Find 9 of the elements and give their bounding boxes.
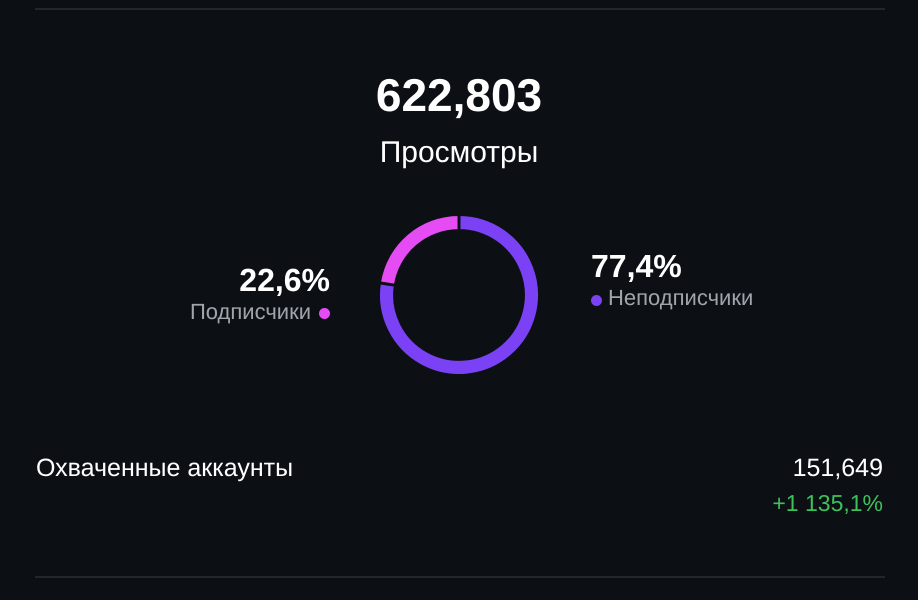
legend-label: Неподписчики <box>608 285 754 311</box>
slice-label: Подписчики <box>190 299 311 324</box>
text: Охваченные аккаунты <box>36 454 294 483</box>
text: 151,649 <box>792 454 883 483</box>
text: +1 135,1% <box>772 490 883 517</box>
data-label: 22,6% <box>238 262 330 299</box>
chart-title: 622,803 <box>374 68 544 122</box>
data-label: 77,4% <box>591 248 683 285</box>
chart-subtitle: Просмотры <box>378 136 540 170</box>
